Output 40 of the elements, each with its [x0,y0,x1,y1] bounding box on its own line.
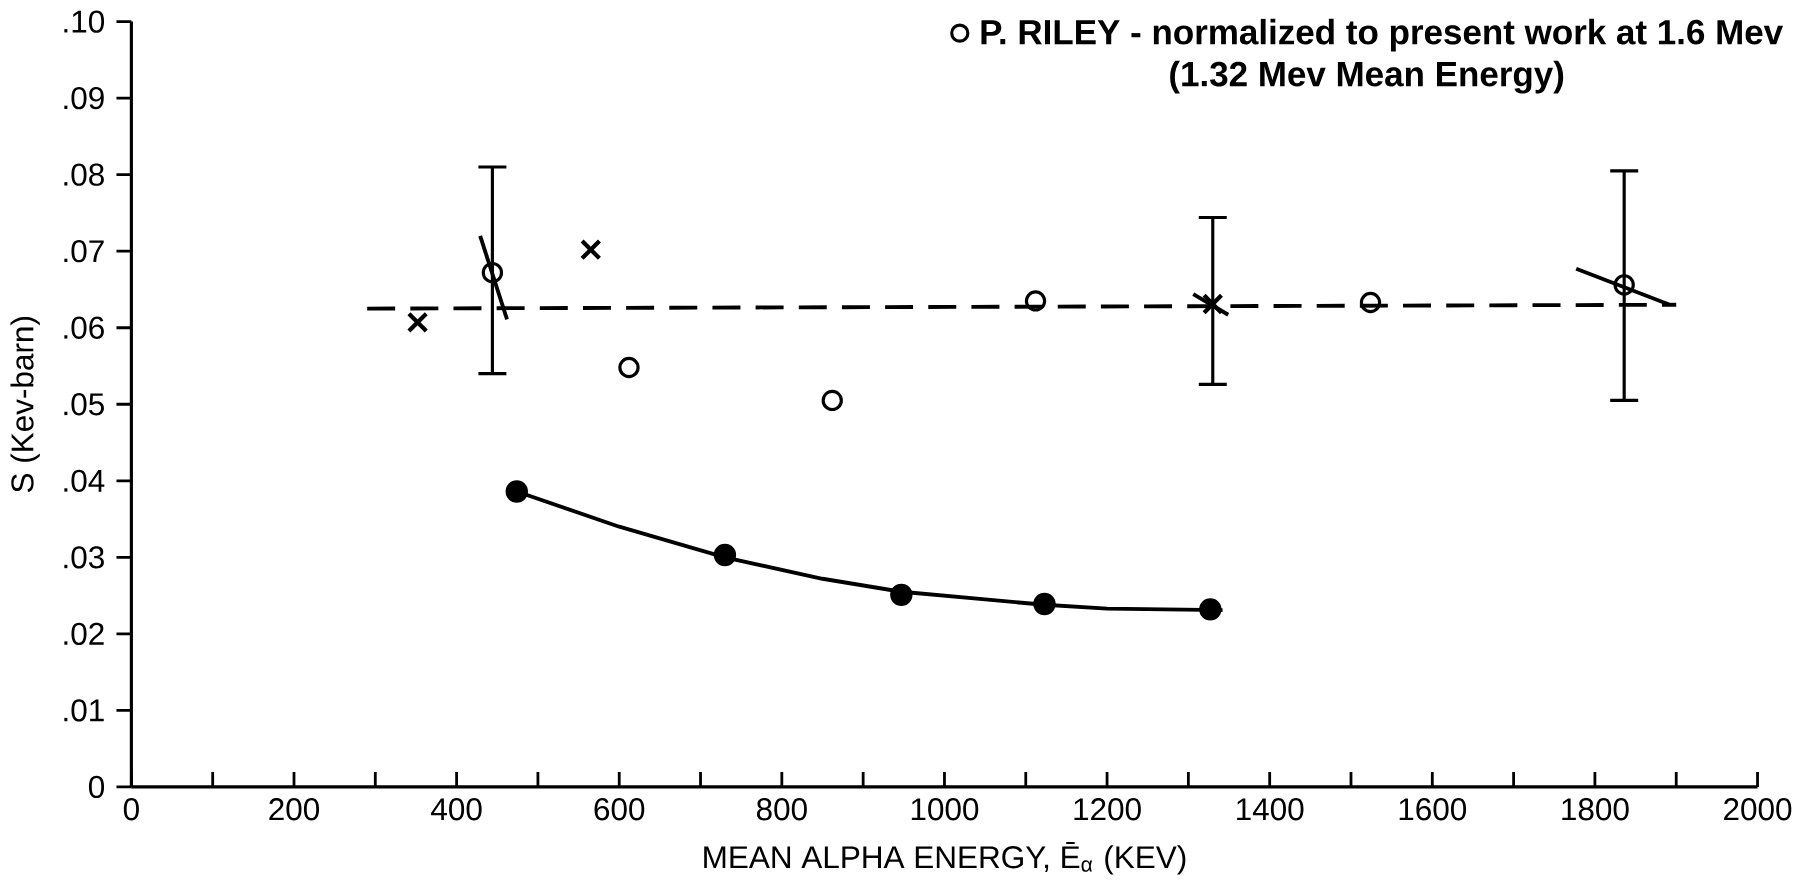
y-tick-label: .06 [64,316,104,339]
point [505,480,528,503]
point [481,261,504,284]
y-tick-label: .08 [64,163,104,186]
legend-label: P. RILEY - normalized to present work at 1.6 Mev [981,18,1783,52]
y-axis-title: S (Kev-barn) [10,316,40,492]
x-tick-label: 400 [431,797,482,821]
x-tick-label: 0 [123,797,139,821]
x-tick-label: 1800 [1562,797,1629,821]
x-tick-label: 2000 [1724,797,1792,821]
point [580,238,602,261]
x-tick-label: 200 [269,797,320,821]
y-tick-label: .05 [64,392,104,416]
x-tick-label: 600 [594,797,645,821]
y-tick-label: .03 [64,545,104,569]
point [713,543,737,567]
y-tick-label: 0 [88,775,105,798]
x-tick-label: 1000 [911,797,979,821]
point [618,356,640,378]
y-tick-label: .02 [64,622,104,645]
point [1024,290,1047,312]
x-axis-title: MEAN ALPHA ENERGY, Ē$_{α}$ (KEV) [704,841,1186,875]
y-tick-label: .09 [64,86,104,110]
point [1613,273,1635,296]
x-tick-label: 800 [756,797,807,821]
point [1359,291,1382,313]
point [1199,597,1222,621]
point [821,389,843,411]
annotation: (1.32 Mev Mean Energy) [1170,60,1564,94]
point [1033,592,1056,615]
point [890,583,913,606]
point [406,311,429,333]
point [1202,293,1224,315]
y-tick-label: .07 [64,239,104,263]
x-tick-label: 1400 [1237,797,1304,821]
y-tick-label: .10 [64,10,105,33]
x-tick-label: 1600 [1399,797,1467,821]
y-tick-label: .04 [64,469,105,492]
x-tick-label: 1200 [1074,797,1141,821]
y-tick-label: .01 [64,699,104,722]
